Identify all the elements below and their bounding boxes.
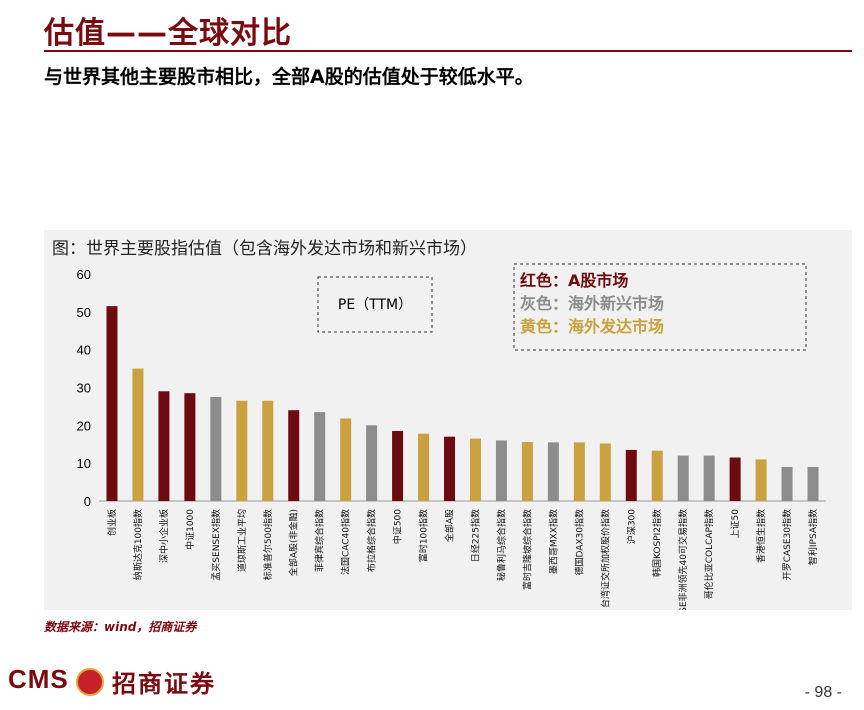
x-tick-label: 布拉格综合指数 — [366, 509, 378, 572]
x-tick-label: 台湾证交所加权股价指数 — [599, 509, 611, 608]
page-number: - 98 - — [804, 684, 842, 701]
x-tick-label: 孟买SENSEX指数 — [210, 509, 222, 581]
x-tick-label: 法国CAC40指数 — [340, 509, 352, 575]
x-tick-label: 德国DAX30指数 — [573, 509, 585, 576]
x-tick-label: 富时100指数 — [418, 509, 430, 562]
footer: CMS 招商证券 - 98 - — [0, 660, 864, 710]
x-tick-label: 哥伦比亚COLCAP指数 — [703, 509, 715, 599]
bar-25 — [729, 457, 741, 501]
bar-8 — [288, 410, 300, 501]
chart-title: 图：世界主要股指估值（包含海外发达市场和新兴市场） — [52, 239, 477, 259]
x-tick-label: 创业板 — [106, 509, 118, 536]
x-tick-label: 全部A股(非金融) — [288, 509, 300, 576]
bar-7 — [262, 400, 274, 501]
bar-5 — [210, 396, 222, 501]
bar-3 — [158, 391, 170, 501]
bar-9 — [314, 412, 326, 501]
data-source-note: 数据来源：wind，招商证券 — [44, 620, 197, 634]
bar-14 — [444, 436, 456, 501]
company-logo-cn: 招商证券 — [112, 670, 216, 698]
x-tick-label: 韩国KOSPI2指数 — [651, 509, 663, 577]
bar-17 — [521, 441, 533, 501]
y-tick-label: 50 — [77, 305, 91, 320]
x-tick-label: 秘鲁利马综合指数 — [495, 509, 507, 581]
bar-chart: 0 10 20 30 40 50 60 创业板 纳斯达克100指数 深中小企业板 中证1000 孟买S… — [77, 263, 826, 610]
company-logo-text: CMS — [8, 664, 69, 694]
bar-24 — [703, 455, 715, 501]
x-tick-label: 菲律宾综合指数 — [314, 509, 326, 572]
bar-6 — [236, 400, 248, 501]
bar-19 — [573, 442, 585, 501]
x-tick-label: 标准普尔500指数 — [262, 509, 274, 580]
y-tick-label: 40 — [77, 343, 91, 358]
x-tick-label: 纳斯达克100指数 — [132, 509, 144, 580]
x-tick-label: 开罗CASE30指数 — [781, 509, 793, 580]
x-tick-label: 沪深300 — [625, 509, 637, 544]
bar-16 — [495, 440, 507, 501]
bar-27 — [781, 466, 793, 501]
bar-23 — [677, 455, 689, 501]
bar-12 — [392, 431, 404, 501]
x-tick-label: 上证50 — [730, 509, 741, 539]
x-tick-label: 中证500 — [392, 509, 404, 544]
bar-1 — [106, 306, 118, 501]
bar-21 — [625, 449, 637, 501]
legend-item-3: 黄色：海外发达市场 — [520, 317, 664, 336]
bar-20 — [599, 443, 611, 501]
x-tick-label: JSE非洲领先40可交易指数 — [677, 509, 689, 610]
x-tick-label: 香港恒生指数 — [755, 509, 767, 563]
legend-item-1: 红色：A股市场 — [520, 271, 628, 290]
bar-13 — [418, 433, 430, 501]
x-tick-label: 智利IPSA指数 — [807, 509, 819, 565]
bar-22 — [651, 450, 663, 501]
x-tick-label: 深中小企业板 — [158, 509, 170, 563]
bar-26 — [755, 459, 767, 501]
legend-box — [513, 263, 807, 351]
y-tick-label: 0 — [84, 494, 91, 509]
x-tick-label: 富时吉隆坡综合指数 — [521, 509, 533, 590]
bar-4 — [184, 393, 196, 501]
title-divider — [44, 50, 852, 52]
bar-11 — [366, 425, 378, 501]
chart-panel: 图：世界主要股指估值（包含海外发达市场和新兴市场） 0 10 20 30 40 50 60 创… — [44, 230, 852, 610]
y-tick-label: 30 — [77, 381, 91, 396]
page-subtitle: 与世界其他主要股市相比，全部A股的估值处于较低水平。 — [44, 66, 534, 88]
page-title: 估值——全球对比 — [44, 16, 292, 51]
y-tick-label: 10 — [77, 456, 91, 471]
annotation-box — [317, 276, 433, 333]
company-logo-icon — [76, 668, 104, 696]
x-tick-label: 道琼斯工业平均 — [236, 509, 248, 572]
x-tick-label: 墨西哥MXX指数 — [547, 509, 559, 574]
bar-2 — [132, 368, 144, 501]
bar-18 — [547, 442, 559, 501]
bar-28 — [807, 466, 819, 501]
y-tick-label: 60 — [77, 267, 91, 282]
y-tick-label: 20 — [77, 418, 91, 433]
pe-annotation: PE（TTM） — [338, 297, 412, 313]
x-tick-label: 全部A股 — [444, 509, 456, 542]
bar-10 — [340, 418, 352, 501]
legend-item-2: 灰色：海外新兴市场 — [520, 294, 664, 313]
bar-15 — [469, 438, 481, 501]
x-tick-label: 中证1000 — [184, 509, 196, 550]
x-tick-label: 日经225指数 — [469, 509, 481, 562]
